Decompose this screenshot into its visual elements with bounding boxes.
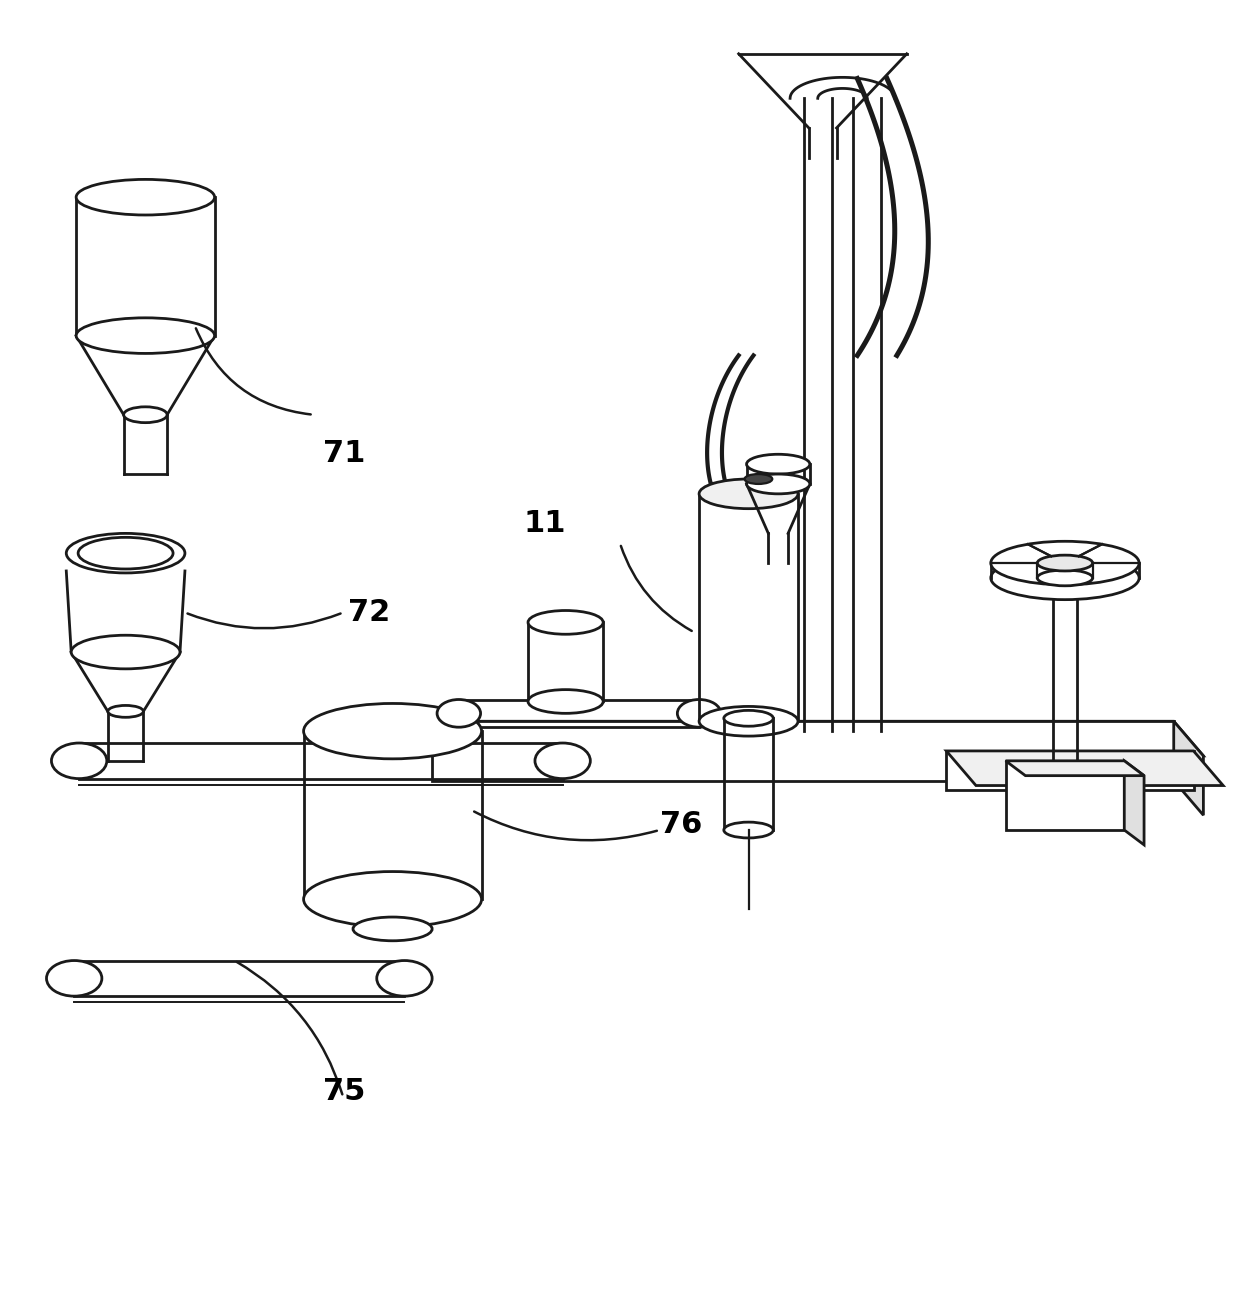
Ellipse shape <box>66 534 185 573</box>
Ellipse shape <box>436 699 481 727</box>
Ellipse shape <box>677 699 720 727</box>
Polygon shape <box>1006 761 1145 775</box>
Ellipse shape <box>744 474 773 484</box>
Ellipse shape <box>746 474 810 493</box>
Ellipse shape <box>991 556 1140 600</box>
Ellipse shape <box>724 710 774 727</box>
Ellipse shape <box>1038 569 1092 585</box>
Ellipse shape <box>724 823 774 838</box>
Polygon shape <box>1174 722 1203 815</box>
Polygon shape <box>1006 761 1125 830</box>
Text: 71: 71 <box>324 440 366 468</box>
Ellipse shape <box>108 706 144 718</box>
Ellipse shape <box>124 407 167 422</box>
Ellipse shape <box>76 180 215 215</box>
Ellipse shape <box>528 690 603 714</box>
Ellipse shape <box>528 610 603 634</box>
Ellipse shape <box>304 871 481 928</box>
Text: 72: 72 <box>348 598 391 627</box>
Text: 75: 75 <box>324 1077 366 1106</box>
Ellipse shape <box>534 743 590 778</box>
Polygon shape <box>946 750 1223 786</box>
Polygon shape <box>432 722 1203 756</box>
Ellipse shape <box>71 635 180 669</box>
Ellipse shape <box>377 960 432 996</box>
Polygon shape <box>432 722 1174 781</box>
Ellipse shape <box>304 703 481 758</box>
Text: 11: 11 <box>523 509 565 538</box>
Text: 76: 76 <box>660 811 702 840</box>
Ellipse shape <box>51 743 107 778</box>
Ellipse shape <box>699 706 799 736</box>
Ellipse shape <box>1038 555 1092 571</box>
Ellipse shape <box>746 454 810 474</box>
Polygon shape <box>946 750 1194 790</box>
Ellipse shape <box>76 318 215 353</box>
Ellipse shape <box>78 538 174 569</box>
Ellipse shape <box>991 542 1140 585</box>
Ellipse shape <box>46 960 102 996</box>
Ellipse shape <box>699 479 799 509</box>
Ellipse shape <box>353 917 432 941</box>
Polygon shape <box>1125 761 1145 845</box>
